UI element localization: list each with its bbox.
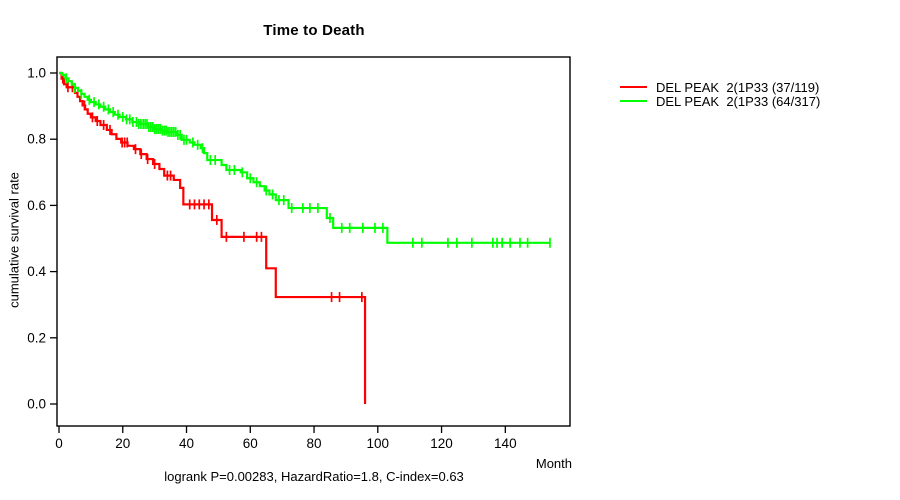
y-tick-label: 0.0 bbox=[27, 397, 46, 412]
y-tick-label: 0.8 bbox=[27, 132, 46, 147]
x-tick-label: 100 bbox=[367, 436, 390, 451]
km-curve-green bbox=[59, 71, 550, 244]
legend: DEL PEAK 2(1P33 (37/119) DEL PEAK 2(1P33… bbox=[620, 79, 821, 109]
legend-item-group1: DEL PEAK 2(1P33 (37/119) bbox=[620, 79, 820, 95]
legend-item-group2: DEL PEAK 2(1P33 (64/317) bbox=[620, 93, 821, 109]
chart-title: Time to Death bbox=[263, 22, 365, 39]
legend-label-group1: DEL PEAK 2(1P33 (37/119) bbox=[656, 79, 820, 95]
x-tick-label: 40 bbox=[179, 436, 194, 451]
y-tick-label: 0.2 bbox=[27, 330, 46, 345]
x-tick-label: 120 bbox=[430, 436, 453, 451]
y-tick-label: 1.0 bbox=[27, 66, 46, 81]
legend-label-group2: DEL PEAK 2(1P33 (64/317) bbox=[656, 93, 821, 109]
legend-line-swatch-red bbox=[620, 86, 647, 88]
x-tick-label: 140 bbox=[494, 436, 517, 451]
x-tick-label: 0 bbox=[55, 436, 63, 451]
km-curve-red bbox=[59, 71, 367, 404]
x-tick-label: 60 bbox=[243, 436, 258, 451]
legend-line-swatch-green bbox=[620, 100, 647, 102]
x-axis-title: Month bbox=[535, 456, 572, 471]
y-axis-title: cumulative survival rate bbox=[6, 172, 22, 308]
y-tick-label: 0.4 bbox=[27, 264, 46, 279]
x-tick-label: 80 bbox=[307, 436, 322, 451]
y-tick-label: 0.6 bbox=[27, 198, 46, 213]
x-tick-label: 20 bbox=[115, 436, 130, 451]
statistics-annotation: logrank P=0.00283, HazardRatio=1.8, C-in… bbox=[164, 469, 464, 484]
